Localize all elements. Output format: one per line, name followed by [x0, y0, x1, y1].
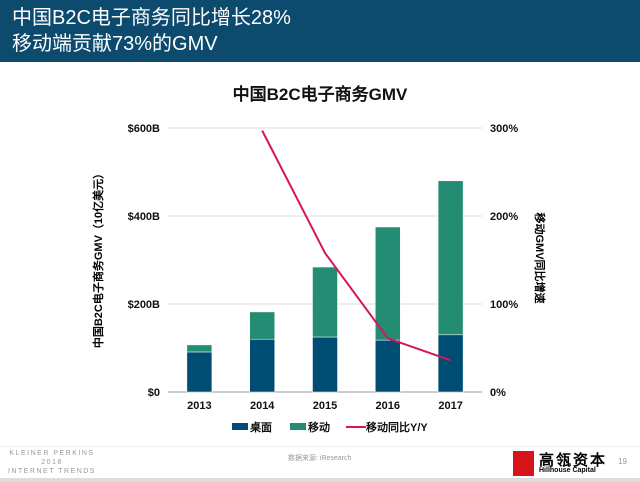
legend-swatch — [290, 423, 306, 430]
x-tick-label: 2014 — [250, 400, 275, 412]
y2-tick-label: 300% — [490, 123, 518, 135]
bar-桌面 — [312, 336, 338, 393]
bar-移动 — [437, 180, 464, 336]
y-tick-label: $600B — [128, 123, 160, 135]
bar-移动 — [312, 266, 338, 338]
title-line-1: 中国B2C电子商务同比增长28% — [12, 7, 291, 29]
y2-tick-label: 0% — [490, 387, 506, 399]
x-tick-label: 2015 — [313, 400, 337, 412]
hillhouse-name-en: Hillhouse Capital — [539, 467, 596, 474]
bar-移动 — [375, 226, 401, 341]
legend-label: 桌面 — [249, 420, 272, 434]
chart: $0 $200B $400B $600B 0% 100% 200% 300% 2013 2014 2… — [128, 123, 519, 434]
hillhouse-name-cn: 高瓴资本 — [539, 452, 608, 469]
page-number: 19 — [618, 457, 627, 466]
kp-line1: KLEINER PERKINS — [9, 450, 95, 457]
footer: KLEINER PERKINS 2018 INTERNET TRENDS 数据来… — [0, 446, 640, 480]
legend-label: 移动 — [308, 420, 330, 434]
x-tick-label: 2016 — [376, 400, 400, 412]
hillhouse-logo-icon — [513, 451, 534, 476]
y2-tick-label: 100% — [490, 299, 518, 311]
line-series — [261, 130, 451, 362]
legend-label: 移动同比Y/Y — [366, 420, 428, 434]
title-line-2: 移动端贡献73%的GMV — [12, 33, 218, 55]
x-tick-label: 2013 — [187, 400, 211, 412]
bar-桌面 — [186, 351, 213, 393]
legend-swatch — [232, 423, 248, 430]
bar-桌面 — [249, 338, 275, 393]
title-banner: 中国B2C电子商务同比增长28% 移动端贡献73%的GMV — [0, 0, 640, 62]
y-tick-label: $400B — [128, 211, 160, 223]
kp-line3: INTERNET TRENDS — [8, 468, 96, 475]
y2-tick-label: 200% — [490, 211, 518, 223]
bar-移动 — [249, 311, 275, 340]
kp-line2: 2018 — [41, 459, 63, 466]
bar-桌面 — [375, 339, 401, 393]
bottom-bar — [0, 478, 640, 482]
bar-移动 — [186, 344, 213, 353]
chart-title: 中国B2C电子商务GMV — [232, 85, 408, 104]
bar-桌面 — [437, 334, 464, 393]
y-tick-label: $200B — [128, 299, 160, 311]
data-source: 数据来源: iResearch — [288, 455, 352, 462]
kleiner-perkins-logo: KLEINER PERKINS 2018 INTERNET TRENDS — [6, 449, 98, 476]
x-tick-label: 2017 — [438, 400, 462, 412]
y-tick-label: $0 — [148, 387, 160, 399]
